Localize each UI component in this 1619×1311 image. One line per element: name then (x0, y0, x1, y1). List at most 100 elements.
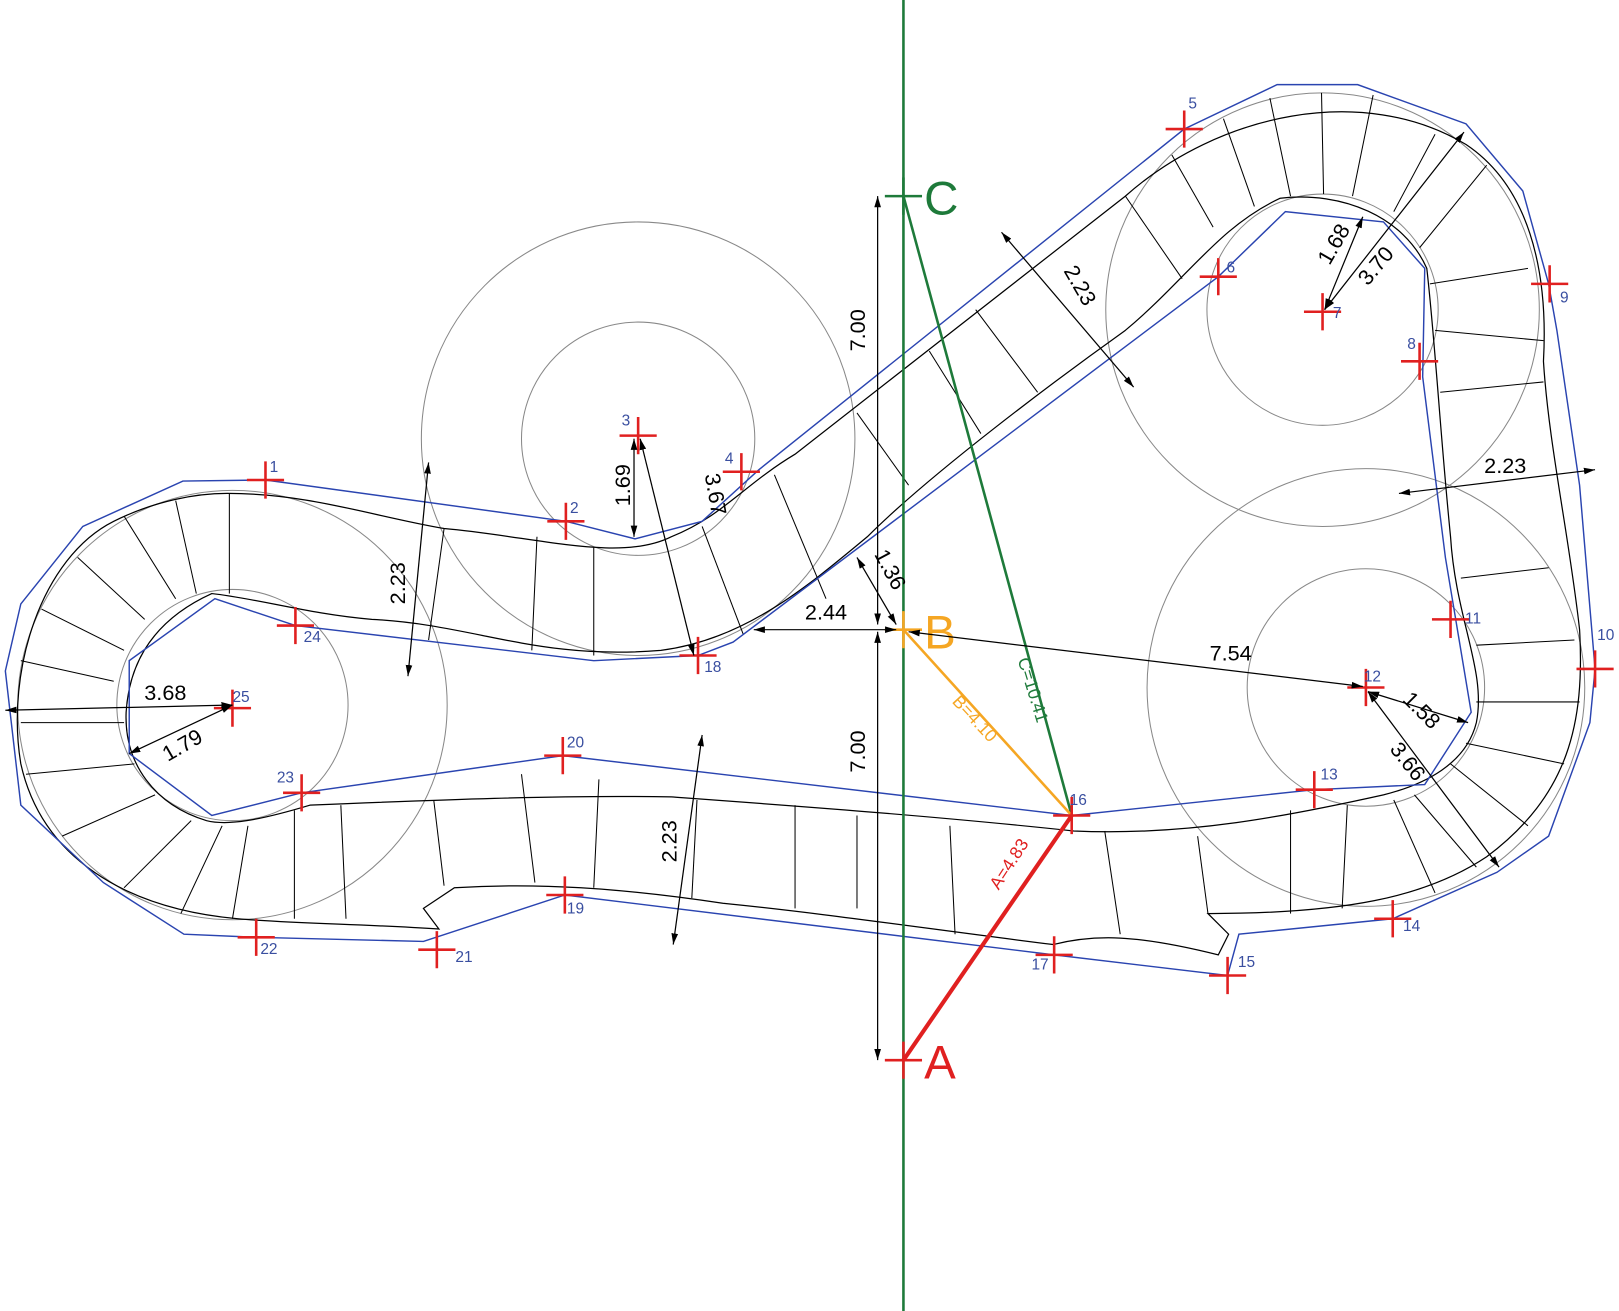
dimension-line (5, 705, 232, 710)
segment-label: C=10.41 (1014, 655, 1053, 725)
point-marker (547, 503, 584, 540)
point-marker (247, 461, 284, 498)
dimension-line (1002, 232, 1134, 387)
blue-outline (5, 85, 1595, 976)
track-tie (232, 826, 247, 919)
point-label: 1 (270, 459, 279, 476)
track-tie (78, 557, 145, 619)
track-tie (1352, 95, 1373, 196)
track-tie (929, 351, 981, 434)
anchor-label: B (924, 606, 956, 659)
track-tie (41, 609, 124, 650)
anchor-marker (885, 1042, 922, 1079)
point-label: 12 (1364, 668, 1381, 685)
point-label: 23 (277, 769, 294, 786)
point-label: 10 (1597, 627, 1614, 644)
point-label: 16 (1070, 792, 1087, 809)
anchor-marker (885, 178, 922, 215)
track-tie (1198, 836, 1208, 913)
dimension-label: 2.23 (385, 562, 410, 604)
point-marker (1166, 110, 1203, 147)
dimension-line (408, 462, 429, 676)
track-tie (62, 795, 155, 836)
dimension-label: 2.23 (1059, 261, 1102, 310)
track-ties (21, 93, 1580, 934)
track-tie (1342, 805, 1347, 908)
point-label: 25 (232, 689, 249, 706)
dimension-label: 3.67 (700, 471, 732, 517)
track-tie (594, 779, 599, 887)
track-tie (1172, 155, 1213, 227)
track-tie (341, 805, 346, 919)
track-tie (434, 800, 444, 886)
point-label: 9 (1560, 289, 1569, 306)
anchor-label: C (924, 173, 958, 226)
dimension-label: 1.79 (158, 724, 207, 767)
track-tie (1223, 119, 1254, 207)
dimension-label: 7.54 (1210, 641, 1252, 666)
point-label: 15 (1238, 954, 1255, 971)
dimension-label: 2.44 (805, 599, 847, 624)
dimension-label: 7.00 (845, 309, 870, 351)
track-tie (1270, 98, 1291, 196)
track-tie (692, 800, 697, 898)
point-label: 11 (1465, 610, 1481, 627)
dimension-label: 3.70 (1353, 241, 1399, 289)
point-label: 24 (304, 629, 322, 646)
track-tie (1322, 93, 1324, 194)
track-tie (1125, 196, 1182, 279)
track-tie (1430, 268, 1528, 283)
dimension-label: 7.00 (845, 730, 870, 772)
point-label: 2 (570, 500, 579, 517)
track-tie (429, 529, 444, 640)
point-label: 22 (260, 941, 277, 958)
point-label: 20 (567, 734, 584, 751)
track-tie (950, 826, 955, 934)
track-tie (1476, 640, 1574, 645)
track-tie (1440, 382, 1543, 392)
diagram: 1234567891011121314151617181920212223242… (0, 0, 1619, 1311)
track-tie (774, 475, 826, 599)
track-tie (976, 310, 1038, 393)
dimension-line (909, 632, 1363, 687)
page: {"points": [{"label": "1"}, {"label": "2… (0, 0, 1619, 1311)
track-tie (1461, 568, 1549, 578)
track-tie (21, 661, 114, 682)
guide-circles (18, 93, 1585, 920)
track-tie (176, 501, 197, 594)
track-tie (1394, 800, 1435, 893)
track-tie (702, 526, 743, 634)
track-tie (124, 821, 191, 888)
dimension-label: 1.69 (610, 464, 635, 506)
point-label: 6 (1227, 260, 1236, 277)
point-label: 18 (704, 659, 721, 676)
segment-a (903, 816, 1071, 1061)
track-tie (857, 413, 909, 485)
dimension-line (1325, 132, 1464, 310)
track-tie (1466, 743, 1564, 764)
track-tie (1435, 330, 1543, 340)
dimension-line (640, 439, 694, 656)
point-marker (1432, 601, 1469, 638)
point-label: 3 (622, 412, 631, 429)
dimension-label: 1.36 (870, 545, 912, 594)
track-tie (1414, 795, 1476, 867)
point-label: 14 (1403, 918, 1421, 935)
track-tie (124, 516, 176, 599)
dimension-label: 2.23 (1484, 453, 1526, 478)
point-label: 5 (1188, 95, 1197, 112)
track-tie (1420, 165, 1487, 248)
point-label: 7 (1333, 305, 1342, 322)
anchor-label: A (924, 1037, 956, 1090)
dimension-label: 2.23 (656, 820, 681, 862)
track-tie (532, 537, 537, 651)
track-tie (1105, 831, 1120, 934)
track-tie (1451, 764, 1528, 826)
dimension-label: 1.68 (1312, 219, 1355, 268)
dimension-label: 3.66 (1385, 737, 1431, 786)
point-label: 13 (1320, 766, 1337, 783)
point-label: 21 (455, 949, 472, 966)
point-label: 8 (1407, 336, 1416, 353)
track-tie (181, 826, 222, 914)
point-label: 17 (1031, 956, 1048, 973)
